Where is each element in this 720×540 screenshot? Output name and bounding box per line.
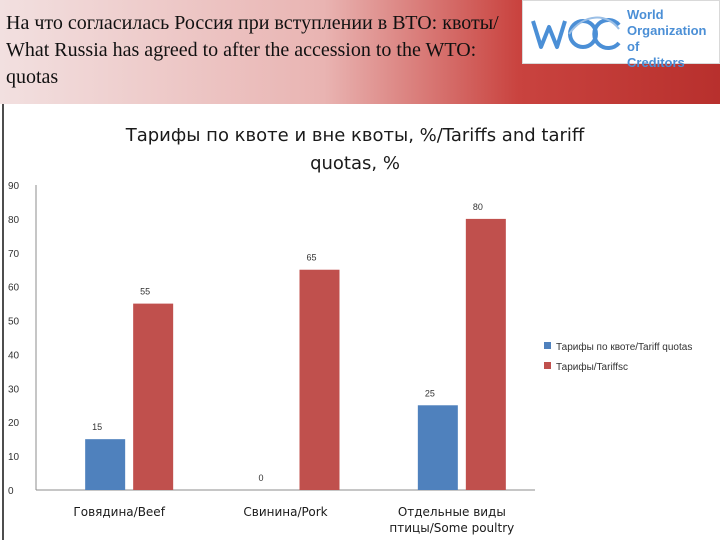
y-tick-label: 40 <box>8 350 20 361</box>
y-tick-label: 50 <box>8 317 20 328</box>
x-category-label: Отдельные виды <box>398 505 506 519</box>
y-tick-label: 90 <box>8 181 20 192</box>
x-category-label: Свинина/Pork <box>243 505 327 519</box>
y-tick-label: 10 <box>8 452 20 463</box>
legend-swatch-tariff-quota <box>544 342 551 349</box>
y-tick-label: 80 <box>8 215 20 226</box>
x-category-label: птицы/Some poultry <box>389 521 514 535</box>
bar-tariff-quota <box>417 405 458 490</box>
slide-header: На что согласилась Россия при вступлении… <box>0 0 720 104</box>
logo-line-3: Creditors <box>627 55 685 70</box>
legend-label: Тарифы/Tariffsc <box>556 361 628 373</box>
data-label: 15 <box>92 422 102 432</box>
logo-line-1: World <box>627 7 664 22</box>
bar-tariff-quota <box>85 439 126 490</box>
chart-frame <box>2 104 718 540</box>
data-label: 65 <box>307 253 317 263</box>
data-label: 25 <box>425 388 435 398</box>
y-tick-label: 20 <box>8 418 20 429</box>
chart-title-line: Тарифы по квоте и вне квоты, %/Tariffs a… <box>125 125 585 146</box>
woc-logo-text: World Organization of Creditors <box>627 7 719 71</box>
chart-title-line: quotas, % <box>310 153 400 174</box>
data-label: 80 <box>473 202 483 212</box>
legend-swatch-tariff <box>544 362 551 369</box>
woc-logo: World Organization of Creditors <box>522 0 720 70</box>
logo-line-2: Organization of <box>627 23 707 54</box>
woc-logo-mark <box>531 16 621 50</box>
bar-tariff <box>133 303 174 490</box>
data-label: 55 <box>140 287 150 297</box>
y-tick-label: 30 <box>8 384 20 395</box>
legend-label: Тарифы по квоте/Tariff quotas <box>556 341 692 353</box>
bar-tariff <box>299 269 340 490</box>
bar-tariff <box>465 218 506 490</box>
y-tick-label: 0 <box>8 486 14 497</box>
slide-title: На что согласилась Россия при вступлении… <box>6 12 499 88</box>
data-label: 0 <box>259 473 264 483</box>
y-tick-label: 70 <box>8 249 20 260</box>
x-category-label: Говядина/Beef <box>73 505 165 519</box>
y-tick-label: 60 <box>8 283 20 294</box>
